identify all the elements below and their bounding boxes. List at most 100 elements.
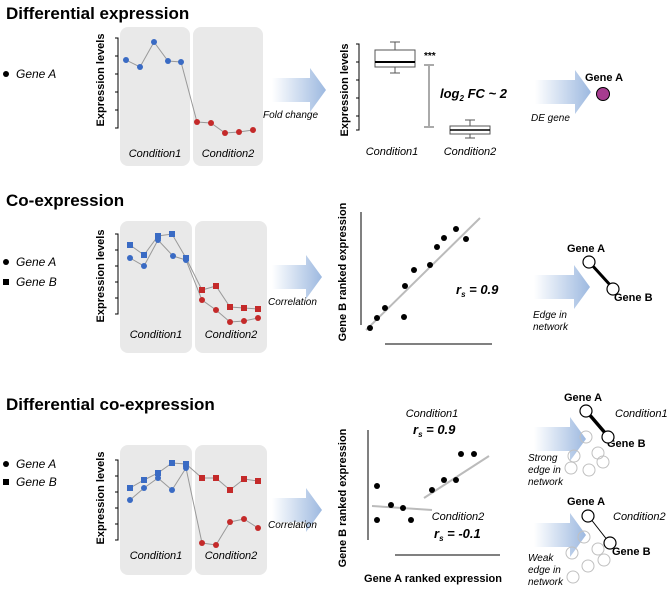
s2-node-label-gene-a: Gene A	[567, 243, 605, 255]
s3-net2-caption-line1: Weak	[528, 553, 554, 564]
s2-arrow-correlation	[272, 255, 322, 299]
legend-square-gene-b-2	[3, 279, 9, 285]
s3-cond1-rs: rs = 0.9	[413, 422, 456, 439]
s2-network-edge	[589, 262, 613, 288]
s3-net1-caption-line3: network	[528, 477, 564, 488]
s1-boxplot-condition1	[374, 41, 416, 74]
s3-net2-condition-label: Condition2	[613, 511, 666, 523]
s3-cond2-rs: rs = -0.1	[434, 526, 481, 543]
s3-net2-background-nodes	[565, 530, 611, 584]
s3-net1-caption-line2: edge in	[528, 465, 561, 476]
section1-title: Differential expression	[6, 4, 189, 23]
s3-net1-background-nodes	[564, 430, 610, 477]
s3-points-gene-a-condition2	[199, 516, 261, 548]
s3-net2-caption-line3: network	[528, 577, 564, 588]
s1-yticks	[115, 55, 118, 111]
s3-net2-label-gene-a: Gene A	[567, 496, 605, 508]
s3-cond2-label: Condition2	[432, 511, 485, 523]
s1-points-condition1	[123, 39, 184, 70]
s1-yaxis	[115, 37, 119, 129]
section2-title: Co-expression	[6, 191, 124, 210]
s1-significance: ***	[424, 51, 436, 62]
s2-arrow2-label-line1: Edge in	[533, 310, 567, 321]
s2-points-gene-a-condition2	[199, 297, 261, 325]
s2-arrow1-label: Correlation	[268, 297, 317, 308]
s3-points-gene-a-condition1	[127, 465, 189, 503]
s2-points-gene-b-condition2	[199, 283, 261, 312]
s2-condition1-label: Condition1	[130, 329, 183, 341]
s1-box-yaxis	[356, 43, 360, 131]
s1-box-yticks	[356, 61, 359, 117]
s1-arrow-de-gene	[535, 70, 591, 114]
legend-gene-b-3: Gene B	[16, 475, 57, 489]
s3-points-gene-b-condition2	[199, 475, 261, 493]
s3-yticks	[115, 475, 118, 525]
legend-bullet-gene-a-2	[3, 259, 9, 265]
s1-node-label: Gene A	[585, 72, 623, 84]
s1-arrow1-label: Fold change	[263, 110, 318, 121]
legend-bullet-gene-a-3	[3, 461, 9, 467]
s3-cond1-label: Condition1	[406, 408, 459, 420]
s3-net1-condition-label: Condition1	[615, 408, 668, 420]
s2-scatter-ylabel: Gene B ranked expression	[337, 202, 349, 341]
s3-net2-caption-line2: edge in	[528, 565, 561, 576]
s1-significance-bracket	[424, 64, 434, 128]
s1-box-condition2-label: Condition2	[444, 146, 497, 158]
s2-node-gene-b	[606, 282, 620, 296]
legend-gene-a-3: Gene A	[16, 457, 56, 471]
s1-arrow-fold-change	[272, 68, 326, 112]
s3-net1-label-gene-b: Gene B	[607, 438, 646, 450]
s3-scatter-ylabel: Gene B ranked expression	[337, 428, 349, 567]
s1-points-condition2	[194, 119, 256, 136]
s1-arrow2-label: DE gene	[531, 113, 570, 124]
s3-net1-caption-line1: Strong	[528, 453, 558, 464]
s3-ylabel: Expression levels	[95, 452, 107, 545]
s3-condition1-label: Condition1	[130, 550, 183, 562]
s2-scatter-points	[367, 226, 469, 331]
s3-scatter-points-condition1	[429, 451, 477, 493]
legend-square-gene-b-3	[3, 479, 9, 485]
s2-yticks	[115, 249, 118, 299]
s2-node-label-gene-b: Gene B	[614, 292, 653, 304]
s3-scatter-points-condition2	[374, 483, 414, 523]
legend-gene-a-2: Gene A	[16, 255, 56, 269]
s2-arrow-edge	[534, 265, 590, 309]
s3-scatter-xlabel: Gene A ranked expression	[364, 573, 502, 585]
s3-net1-node-gene-a	[579, 404, 593, 418]
s3-series-line-gene-b	[129, 462, 259, 491]
s1-node-gene-a	[596, 87, 610, 101]
s2-fit-line	[365, 217, 481, 331]
s3-net1-node-gene-b	[601, 430, 615, 444]
s1-panel-condition1	[120, 27, 190, 166]
legend-bullet-gene-a	[3, 71, 9, 77]
s1-box-condition1-label: Condition1	[366, 146, 419, 158]
s1-box-ylabel: Expression levels	[339, 44, 351, 137]
s3-yaxis	[115, 459, 119, 541]
s1-ylabel: Expression levels	[95, 34, 107, 127]
s3-points-gene-b-condition1	[127, 460, 189, 491]
s1-series-line	[125, 41, 254, 134]
s3-net2-node-gene-a	[581, 509, 595, 523]
s3-net2-edge	[589, 517, 609, 542]
s3-net2-label-gene-b: Gene B	[612, 546, 651, 558]
s3-net2-node-gene-b	[603, 536, 617, 550]
s3-net1-label-gene-a: Gene A	[564, 392, 602, 404]
s3-arrow1-label: Correlation	[268, 520, 317, 531]
s2-yaxis	[115, 233, 119, 315]
s2-series-line-gene-a	[129, 239, 259, 323]
s1-boxplot-condition2	[449, 119, 491, 139]
s3-arrow-weak-edge	[534, 513, 586, 557]
s3-fit-line-condition1	[423, 455, 490, 499]
s1-fold-change-label: log2 FC ~ 2	[440, 86, 508, 103]
s1-condition1-label: Condition1	[129, 148, 182, 160]
s2-rs-label: rs = 0.9	[456, 282, 499, 299]
s1-panel-condition2	[193, 27, 263, 166]
legend-gene-a: Gene A	[16, 67, 56, 81]
section3-title: Differential co-expression	[6, 395, 215, 414]
s3-net1-edge	[586, 411, 608, 436]
legend-gene-b-2: Gene B	[16, 275, 57, 289]
s2-condition2-label: Condition2	[205, 329, 258, 341]
s2-node-gene-a	[582, 255, 596, 269]
s2-arrow2-label-line2: network	[533, 322, 569, 333]
